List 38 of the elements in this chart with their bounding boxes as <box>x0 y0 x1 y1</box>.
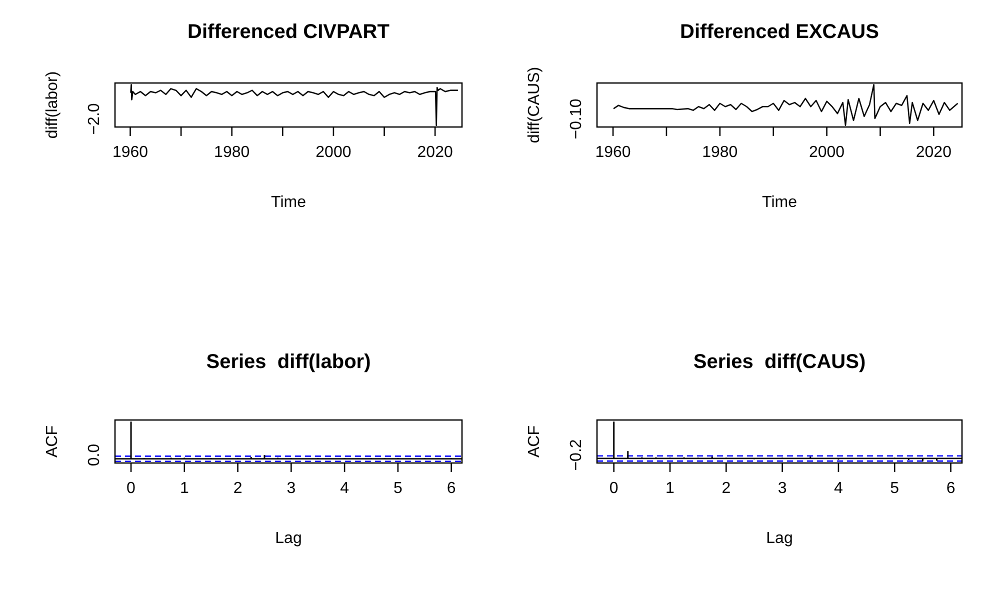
x-tick-label: 1 <box>666 480 675 497</box>
x-tick-label: 3 <box>778 480 787 497</box>
x-tick-label: 6 <box>446 480 456 497</box>
chart-title: Series diff(CAUS) <box>693 351 866 373</box>
x-tick-label: 2020 <box>417 144 453 161</box>
text: −0.10 <box>568 98 585 140</box>
x-axis-title: Time <box>762 194 798 211</box>
chart-title: Differenced EXCAUS <box>680 21 879 43</box>
text: 0.0 <box>86 444 103 466</box>
x-tick-label: 1 <box>180 480 189 497</box>
x-tick-label: 4 <box>834 480 844 497</box>
x-tick-label: 6 <box>946 480 956 497</box>
x-axis-title: Lag <box>766 530 793 547</box>
x-tick-label: 1960 <box>595 144 631 161</box>
x-axis-title: Time <box>271 194 306 211</box>
x-tick-label: 5 <box>890 480 900 497</box>
x-tick-label: 5 <box>393 480 402 497</box>
x-tick-label: 1980 <box>214 144 250 161</box>
y-axis-title: diff(CAUS) <box>526 66 543 144</box>
chart-title: Series diff(labor) <box>206 351 371 373</box>
x-tick-label: 2000 <box>809 144 845 161</box>
y-axis-title: ACF <box>526 425 543 458</box>
x-tick-label: 1960 <box>112 144 148 161</box>
x-tick-label: 2000 <box>316 144 352 161</box>
x-tick-label: 0 <box>126 480 136 497</box>
x-tick-label: 0 <box>609 480 618 497</box>
text: −0.2 <box>568 439 585 471</box>
x-tick-label: 2 <box>233 480 242 497</box>
y-axis-title: ACF <box>44 425 61 458</box>
x-tick-label: 2 <box>722 480 731 497</box>
x-tick-label: 4 <box>340 480 350 497</box>
x-tick-label: 2020 <box>916 144 952 161</box>
y-axis-title: diff(labor) <box>44 71 61 139</box>
x-tick-label: 3 <box>286 480 296 497</box>
x-tick-label: 1980 <box>702 144 738 161</box>
chart-title: Differenced CIVPART <box>188 21 390 43</box>
text: −2.0 <box>86 103 103 135</box>
x-axis-title: Lag <box>275 530 302 547</box>
